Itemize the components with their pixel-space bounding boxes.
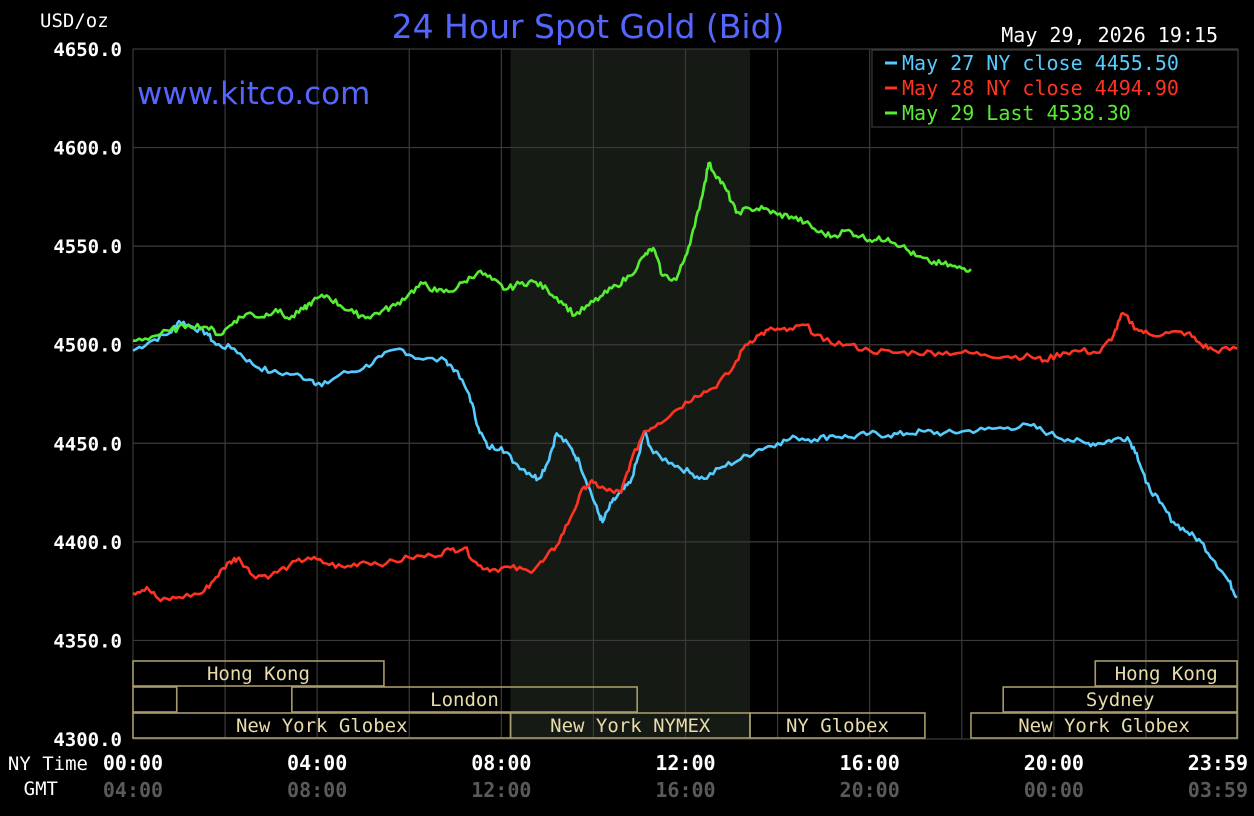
session-bar bbox=[749, 712, 926, 739]
session-label: New York Globex bbox=[1018, 715, 1190, 737]
x-tick-label-gmt: 03:59 bbox=[1188, 778, 1248, 802]
x-tick-labels: 00:00 04:00 04:00 08:00 08:00 12:00 12:00 16:00… bbox=[103, 751, 1248, 802]
session-bar bbox=[132, 686, 178, 713]
legend-box bbox=[871, 49, 1239, 128]
session-label: NY Globex bbox=[786, 715, 889, 737]
series-line bbox=[132, 311, 1238, 603]
y-tick-label: 4600.0 bbox=[53, 138, 122, 160]
session-bar bbox=[132, 660, 385, 687]
x-tick-label-ny: 04:00 bbox=[287, 751, 347, 775]
legend-entry: May 29 Last 4538.30 bbox=[902, 101, 1131, 125]
y-axis-unit-label: USD/oz bbox=[40, 10, 109, 32]
legend-entry: May 28 NY close 4494.90 bbox=[902, 76, 1179, 100]
y-tick-label: 4450.0 bbox=[53, 433, 122, 455]
x-row-label-gmt: GMT bbox=[24, 778, 58, 800]
y-tick-label: 4500.0 bbox=[53, 335, 122, 357]
series-layer bbox=[132, 161, 1238, 603]
y-tick-label: 4300.0 bbox=[53, 729, 122, 751]
nymex-session-shading bbox=[510, 49, 750, 739]
session-label: New York NYMEX bbox=[550, 715, 711, 737]
x-tick-label-gmt: 16:00 bbox=[655, 778, 715, 802]
y-tick-label: 4550.0 bbox=[53, 236, 122, 258]
series-line bbox=[132, 161, 972, 343]
session-bar bbox=[1094, 660, 1238, 687]
legend-entry: May 27 NY close 4455.50 bbox=[902, 51, 1179, 75]
x-tick-label-ny: 23:59 bbox=[1188, 751, 1248, 775]
x-tick-label-ny: 16:00 bbox=[840, 751, 900, 775]
session-label: Sydney bbox=[1086, 689, 1155, 711]
x-tick-label-gmt: 04:00 bbox=[103, 778, 163, 802]
series-line bbox=[132, 319, 1238, 599]
session-bar bbox=[291, 686, 638, 713]
y-tick-label: 4400.0 bbox=[53, 532, 122, 554]
session-bar bbox=[1002, 686, 1238, 713]
x-tick-label-ny: 08:00 bbox=[471, 751, 531, 775]
x-tick-label-gmt: 00:00 bbox=[1024, 778, 1084, 802]
session-label: New York Globex bbox=[236, 715, 408, 737]
session-label: London bbox=[430, 689, 499, 711]
x-tick-label-ny: 00:00 bbox=[103, 751, 163, 775]
y-tick-label: 4650.0 bbox=[53, 39, 122, 61]
chart-title: 24 Hour Spot Gold (Bid) bbox=[392, 7, 785, 46]
session-label: Hong Kong bbox=[207, 663, 310, 685]
x-row-label-ny-time: NY Time bbox=[8, 753, 88, 775]
session-bars-layer: Hong Kong London New York Globex New York N… bbox=[132, 660, 1238, 739]
session-label: Hong Kong bbox=[1115, 663, 1218, 685]
x-tick-label-gmt: 12:00 bbox=[471, 778, 531, 802]
session-bar bbox=[970, 712, 1238, 739]
x-tick-label-ny: 12:00 bbox=[655, 751, 715, 775]
watermark-text: www.kitco.com bbox=[137, 76, 370, 112]
grid-layer bbox=[132, 48, 1239, 740]
y-tick-labels: 4650.0 4600.0 4550.0 4500.0 4450.0 4400.0 4350… bbox=[53, 39, 122, 751]
x-tick-label-gmt: 20:00 bbox=[840, 778, 900, 802]
y-tick-label: 4350.0 bbox=[53, 630, 122, 652]
chart-timestamp: May 29, 2026 19:15 bbox=[1001, 23, 1218, 47]
x-tick-label-ny: 20:00 bbox=[1024, 751, 1084, 775]
shaded-session-layer bbox=[510, 49, 750, 739]
x-tick-label-gmt: 08:00 bbox=[287, 778, 347, 802]
